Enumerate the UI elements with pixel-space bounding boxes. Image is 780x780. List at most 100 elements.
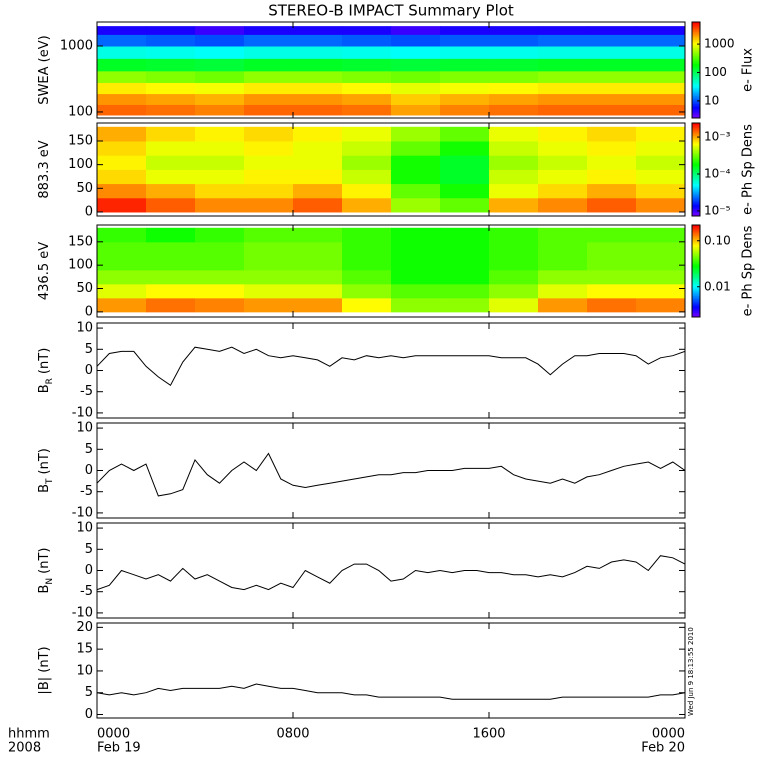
heat-cell bbox=[195, 26, 245, 35]
heat-cell bbox=[293, 70, 343, 83]
heat-cell bbox=[146, 140, 196, 156]
date-label: Feb 19 bbox=[97, 741, 141, 756]
y-tick-label: 150 bbox=[68, 133, 93, 148]
heat-cell bbox=[195, 183, 245, 199]
heat-cell bbox=[244, 255, 294, 271]
heat-cell bbox=[244, 104, 294, 116]
colorbar-step bbox=[692, 246, 700, 249]
colorbar-tick-label: 1000 bbox=[704, 37, 735, 51]
heat-cell bbox=[587, 283, 637, 299]
heat-cell bbox=[244, 45, 294, 59]
plot-area bbox=[97, 452, 685, 497]
plot-area bbox=[97, 227, 685, 313]
date-label: Feb 20 bbox=[641, 741, 685, 756]
heat-cell bbox=[97, 45, 147, 59]
y-tick-label: 0 bbox=[85, 304, 93, 319]
colorbar-step bbox=[692, 289, 700, 292]
heat-cell bbox=[538, 241, 588, 257]
heat-cell bbox=[244, 58, 294, 72]
heat-cell bbox=[440, 140, 490, 156]
colorbar-step bbox=[692, 202, 700, 205]
heat-cell bbox=[97, 155, 147, 170]
heat-cell bbox=[97, 140, 147, 156]
heat-cell bbox=[440, 93, 490, 105]
colorbar-step bbox=[692, 38, 700, 41]
colorbar-step bbox=[692, 177, 700, 180]
x-tick-label: 0000 bbox=[97, 727, 130, 742]
heat-cell bbox=[244, 169, 294, 185]
colorbar-step bbox=[692, 124, 700, 127]
colorbar-step bbox=[692, 284, 700, 287]
colorbar-step bbox=[692, 76, 700, 79]
heat-cell bbox=[636, 169, 685, 185]
heat-cell bbox=[195, 126, 245, 142]
colorbar-step bbox=[692, 310, 700, 313]
heat-cell bbox=[244, 93, 294, 105]
panel-frame bbox=[96, 322, 686, 419]
heat-cell bbox=[293, 126, 343, 142]
heat-cell bbox=[244, 70, 294, 83]
y-tick-label: -10 bbox=[72, 605, 93, 620]
heat-cell bbox=[538, 169, 588, 185]
colorbar-tick-label: 100 bbox=[704, 65, 727, 79]
heat-cell bbox=[391, 45, 441, 59]
colorbar-step bbox=[692, 136, 700, 139]
colorbar-step bbox=[692, 240, 700, 243]
colorbar-step bbox=[692, 31, 700, 34]
colorbar-step bbox=[692, 188, 700, 191]
heat-cell bbox=[587, 169, 637, 185]
heat-cell bbox=[636, 45, 685, 59]
colorbar-step bbox=[692, 197, 700, 200]
colorbar-step bbox=[692, 92, 700, 95]
colorbar-step bbox=[692, 175, 700, 178]
y-tick-label: 50 bbox=[76, 181, 93, 196]
colorbar-tick-label: 0.01 bbox=[704, 279, 731, 293]
heat-cell bbox=[636, 34, 685, 47]
heat-cell bbox=[244, 155, 294, 170]
heat-cell bbox=[342, 104, 392, 116]
colorbar-step bbox=[692, 113, 700, 116]
heat-cell bbox=[538, 45, 588, 59]
colorbar-step bbox=[692, 286, 700, 289]
panel-frame bbox=[96, 21, 686, 119]
colorbar-step bbox=[692, 178, 700, 181]
colorbar-step bbox=[692, 171, 700, 174]
colorbar-step bbox=[692, 300, 700, 303]
heat-cell bbox=[342, 45, 392, 59]
colorbar-step bbox=[692, 234, 700, 237]
heat-cell bbox=[489, 58, 539, 72]
heat-cell bbox=[489, 70, 539, 83]
heat-cell bbox=[489, 45, 539, 59]
y-axis-label-unit: (nT) bbox=[37, 548, 52, 574]
heat-cell bbox=[587, 140, 637, 156]
y-tick-label: -5 bbox=[80, 584, 93, 599]
colorbar-step bbox=[692, 203, 700, 206]
heat-cell bbox=[195, 241, 245, 257]
heat-cell bbox=[293, 93, 343, 105]
colorbar-step bbox=[692, 232, 700, 235]
colorbar-step bbox=[692, 57, 700, 60]
colorbar-step bbox=[692, 228, 700, 231]
colorbar-step bbox=[692, 257, 700, 260]
heat-cell bbox=[97, 126, 147, 142]
colorbar-step bbox=[692, 206, 700, 209]
colorbar-step bbox=[692, 214, 700, 217]
heat-cell bbox=[293, 104, 343, 116]
colorbar-step bbox=[692, 267, 700, 270]
colorbar-tick-label: 10 bbox=[704, 93, 719, 107]
colorbar-step bbox=[692, 208, 700, 211]
y-axis-label-sub: N bbox=[45, 578, 55, 585]
heat-cell bbox=[97, 26, 147, 35]
y-axis-label: BT (nT) bbox=[37, 448, 55, 493]
colorbar-step bbox=[692, 307, 700, 310]
heat-cell bbox=[97, 104, 147, 116]
heat-cell bbox=[146, 297, 196, 313]
y-tick-label: 100 bbox=[68, 157, 93, 172]
heat-cell bbox=[587, 58, 637, 72]
colorbar-step bbox=[692, 241, 700, 244]
colorbar-step bbox=[692, 49, 700, 52]
heat-cell bbox=[636, 155, 685, 170]
colorbar-step bbox=[692, 82, 700, 85]
y-axis-label-main: SWEA (eV) bbox=[37, 35, 52, 104]
y-axis-label: 883.3 eV bbox=[37, 140, 52, 198]
